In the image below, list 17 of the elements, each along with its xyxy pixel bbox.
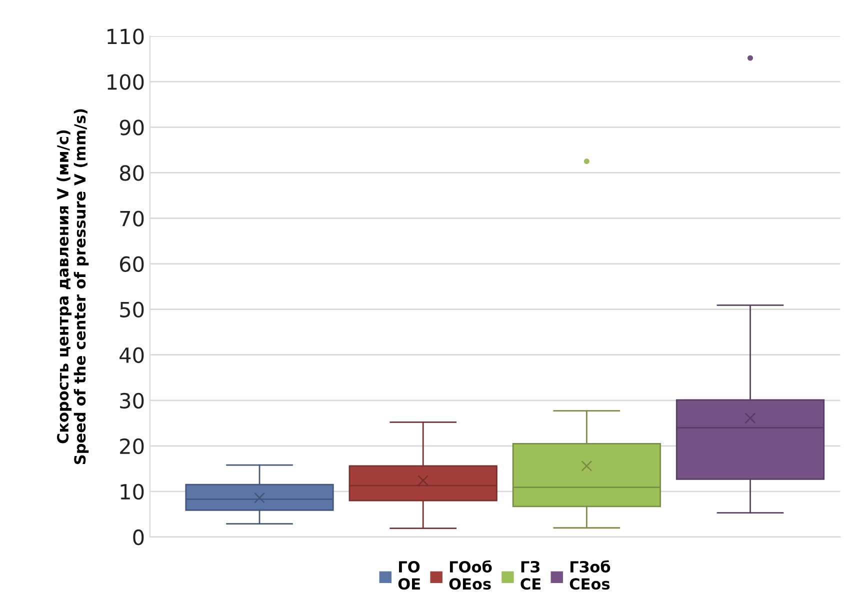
y-tick-label: 70	[120, 210, 144, 226]
y-tick-label: 60	[120, 256, 144, 272]
legend-label: ГО OE	[398, 561, 420, 590]
y-tick-label: 80	[120, 165, 144, 181]
y-axis-title: Скорость центра давления V (мм/с) Speed of the center of pressure V (mm/s)	[56, 109, 89, 464]
legend-label: ГЗоб CEos	[570, 560, 610, 590]
y-tick-label: 0	[133, 529, 144, 546]
y-tick-label: 50	[120, 302, 144, 318]
y-tick-label: 20	[120, 438, 144, 454]
y-tick-label: 90	[120, 120, 144, 136]
y-tick-label: 110	[108, 28, 144, 44]
legend-label: ГЗ CE	[520, 561, 540, 590]
y-tick-label: 30	[120, 392, 144, 409]
y-tick-label: 10	[120, 484, 144, 500]
legend-label: ГОоб OEos	[449, 560, 492, 590]
y-tick-label: 100	[108, 74, 144, 90]
y-tick-label: 40	[120, 347, 144, 364]
